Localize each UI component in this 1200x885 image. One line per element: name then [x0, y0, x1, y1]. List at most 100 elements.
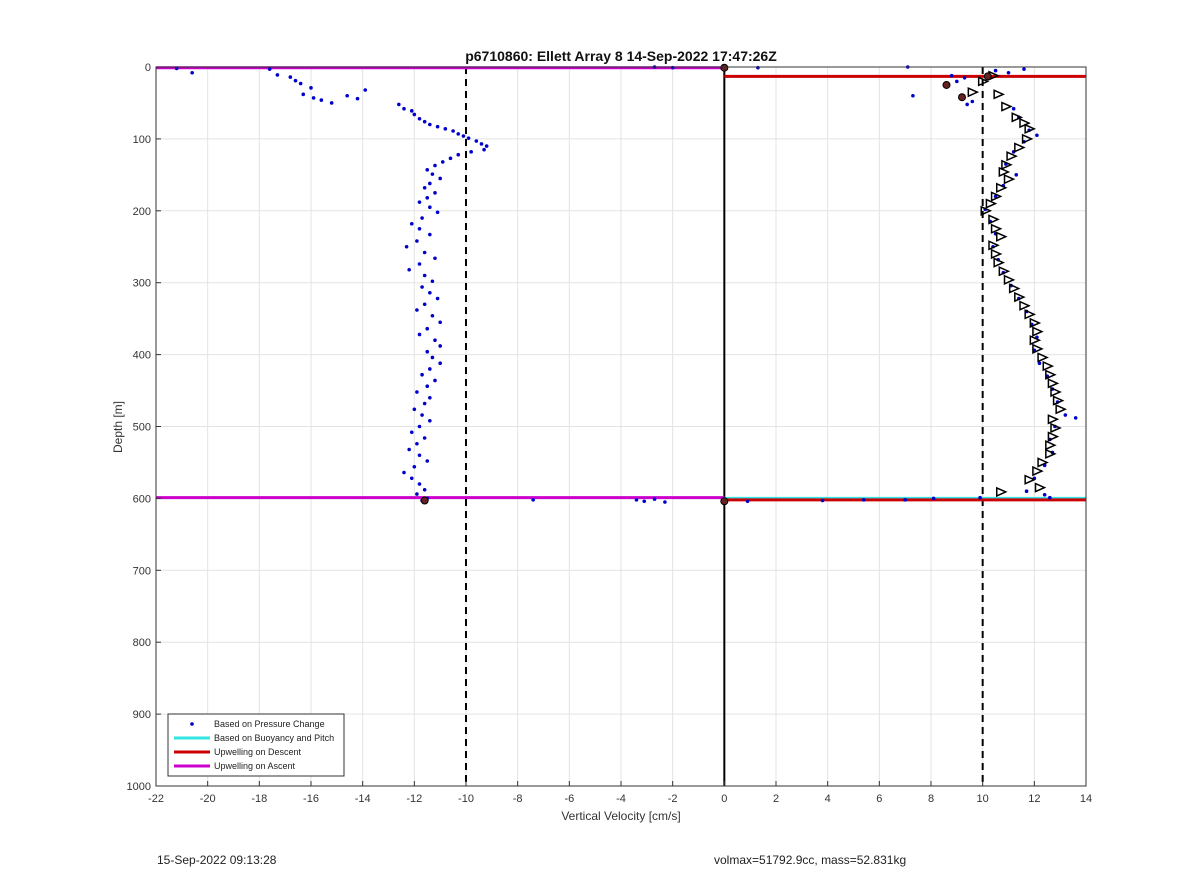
- data-point: [652, 497, 657, 501]
- triangle-marker: [980, 205, 993, 216]
- data-point: [438, 176, 442, 181]
- data-point: [484, 144, 489, 148]
- data-point: [417, 453, 422, 458]
- triangle-marker: [1001, 101, 1013, 112]
- triangle-marker: [1021, 133, 1034, 145]
- triangle-marker: [993, 257, 1006, 268]
- y-tick-label: 100: [133, 134, 151, 146]
- triangle-marker: [1024, 474, 1037, 485]
- triangle-marker: [1050, 386, 1062, 398]
- triangle-marker: [967, 87, 980, 98]
- data-point: [962, 75, 967, 80]
- data-point: [433, 378, 437, 383]
- data-point: [433, 191, 437, 195]
- legend-label: Upwelling on Ascent: [214, 761, 296, 771]
- triangle-marker: [996, 486, 1008, 498]
- x-tick-label: 4: [825, 793, 831, 805]
- data-point: [420, 372, 424, 377]
- data-point: [422, 273, 427, 278]
- triangle-marker: [1045, 369, 1057, 380]
- data-point: [993, 68, 998, 73]
- x-tick-label: 10: [977, 793, 989, 805]
- intersection-marker: [420, 496, 429, 505]
- data-point: [862, 498, 866, 502]
- triangle-marker: [977, 76, 990, 87]
- legend-label: Upwelling on Descent: [214, 747, 302, 757]
- triangle-marker: [1001, 159, 1013, 170]
- triangle-marker: [1045, 440, 1057, 451]
- x-tick-label: -12: [406, 793, 422, 805]
- y-tick-label: 0: [145, 62, 151, 74]
- data-point: [319, 98, 324, 102]
- legend-label: Based on Buoyancy and Pitch: [214, 733, 334, 743]
- data-point: [438, 361, 442, 366]
- triangle-marker: [1024, 309, 1037, 320]
- data-point: [417, 200, 422, 204]
- data-point: [438, 344, 442, 348]
- triangle-marker: [1047, 431, 1060, 442]
- y-tick-label: 600: [133, 493, 151, 505]
- triangle-marker: [1032, 343, 1044, 355]
- data-point: [1011, 106, 1016, 111]
- x-tick-label: -10: [458, 793, 474, 805]
- data-point: [949, 73, 954, 78]
- y-axis-label: Depth [m]: [111, 401, 125, 453]
- data-point: [363, 88, 368, 92]
- data-point: [420, 413, 424, 417]
- data-point: [428, 205, 432, 210]
- data-point: [415, 492, 419, 496]
- data-point: [430, 355, 435, 360]
- data-point: [409, 476, 414, 481]
- data-point: [174, 66, 179, 71]
- intersection-marker: [983, 72, 992, 81]
- data-point: [433, 163, 437, 168]
- x-tick-label: -14: [355, 793, 371, 805]
- x-tick-label: 14: [1080, 793, 1092, 805]
- data-point: [422, 487, 427, 492]
- data-point: [428, 395, 432, 400]
- x-tick-label: -16: [303, 793, 319, 805]
- triangle-marker: [988, 240, 1000, 251]
- data-point: [417, 226, 422, 231]
- data-point: [642, 499, 647, 504]
- data-point: [440, 160, 445, 164]
- y-tick-label: 500: [133, 422, 151, 434]
- data-point: [329, 101, 334, 105]
- data-point: [443, 127, 448, 131]
- data-point: [756, 65, 760, 70]
- data-point: [448, 156, 453, 161]
- triangle-marker: [996, 182, 1008, 193]
- data-point: [670, 65, 675, 70]
- data-point: [417, 482, 422, 486]
- data-point: [412, 464, 417, 469]
- x-tick-label: 6: [876, 793, 882, 805]
- triangle-marker: [1003, 274, 1016, 285]
- x-tick-label: -6: [564, 793, 574, 805]
- data-point: [1037, 361, 1042, 366]
- data-point: [978, 495, 982, 500]
- x-tick-label: 12: [1028, 793, 1040, 805]
- data-point: [301, 92, 306, 97]
- data-point: [407, 447, 411, 452]
- triangle-marker: [1014, 142, 1026, 153]
- data-point: [911, 93, 915, 98]
- x-tick-label: 0: [721, 793, 727, 805]
- triangle-marker: [993, 89, 1006, 100]
- data-point: [993, 194, 998, 199]
- footer-info: volmax=51792.9cc, mass=52.831kg: [714, 853, 907, 867]
- data-point: [482, 147, 486, 152]
- data-point: [425, 196, 430, 200]
- data-point: [1006, 70, 1011, 75]
- triangle-marker: [1042, 360, 1055, 372]
- intersection-marker: [958, 93, 966, 102]
- data-point: [474, 139, 479, 143]
- x-tick-label: -22: [148, 793, 164, 805]
- triangle-marker: [1052, 395, 1065, 406]
- data-point: [409, 109, 414, 113]
- data-point: [479, 142, 484, 146]
- data-point: [415, 441, 419, 446]
- data-point: [417, 116, 422, 121]
- triangle-marker: [990, 248, 1003, 260]
- data-point: [425, 349, 430, 354]
- data-point: [402, 470, 406, 475]
